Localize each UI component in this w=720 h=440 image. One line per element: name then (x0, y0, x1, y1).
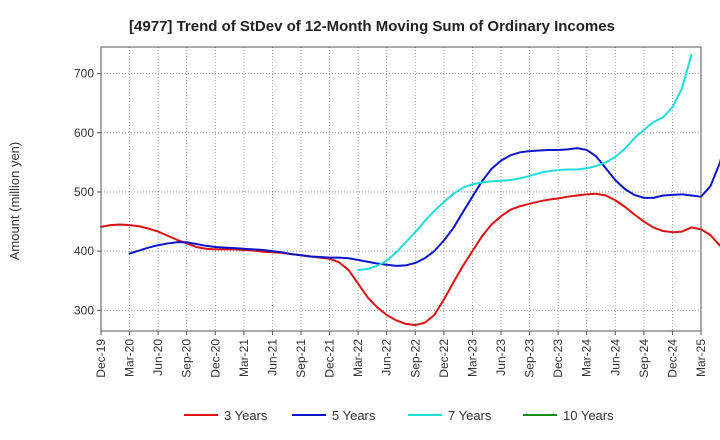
series-line-3-years (100, 192, 720, 327)
y-axis-ticks: 300 400 500 600 700 (74, 67, 101, 317)
x-tick-label: Mar-23 (465, 339, 479, 377)
x-tick-label: Sep-20 (180, 339, 194, 378)
chart-title: [4977] Trend of StDev of 12-Month Moving… (129, 18, 615, 35)
x-tick-label: Mar-25 (694, 339, 708, 377)
y-tick-label: 600 (74, 126, 94, 140)
series-line-7-years (357, 53, 693, 272)
y-tick-label: 500 (74, 185, 94, 199)
x-tick-label: Sep-21 (294, 339, 308, 378)
legend-label: 5 Years (332, 408, 376, 423)
x-tick-label: Jun-20 (151, 339, 165, 376)
x-tick-label: Dec-20 (208, 339, 222, 378)
x-tick-label: Sep-22 (408, 339, 422, 378)
legend-label: 10 Years (563, 408, 614, 423)
x-tick-label: Sep-24 (637, 339, 651, 378)
x-tick-label: Jun-23 (494, 339, 508, 376)
x-tick-label: Dec-24 (665, 339, 679, 378)
series-lines (100, 53, 720, 327)
x-tick-label: Mar-20 (123, 339, 137, 377)
x-tick-label: Mar-21 (237, 339, 251, 377)
y-axis-label: Amount (million yen) (7, 142, 22, 261)
x-tick-label: Jun-21 (265, 339, 279, 376)
x-tick-label: Mar-24 (580, 339, 594, 377)
y-tick-label: 700 (74, 67, 94, 81)
legend-label: 7 Years (448, 408, 492, 423)
x-tick-label: Jun-22 (380, 339, 394, 376)
x-axis-ticks: Dec-19 Mar-20 Jun-20 Sep-20 Dec-20 Mar-21 Jun-… (94, 331, 708, 378)
x-tick-label: Sep-23 (523, 339, 537, 378)
x-tick-label: Dec-19 (94, 339, 108, 378)
x-tick-label: Dec-22 (437, 339, 451, 378)
y-tick-label: 400 (74, 244, 94, 258)
legend: 3 Years 5 Years 7 Years 10 Years (184, 408, 614, 423)
y-tick-label: 300 (74, 303, 94, 317)
plot-frame (100, 46, 702, 332)
legend-label: 3 Years (224, 408, 268, 423)
x-tick-label: Dec-21 (323, 339, 337, 378)
series-line-5-years (128, 147, 720, 267)
grid (100, 47, 702, 331)
x-tick-label: Dec-23 (551, 339, 565, 378)
x-tick-label: Mar-22 (351, 339, 365, 377)
x-tick-label: Jun-24 (608, 339, 622, 376)
